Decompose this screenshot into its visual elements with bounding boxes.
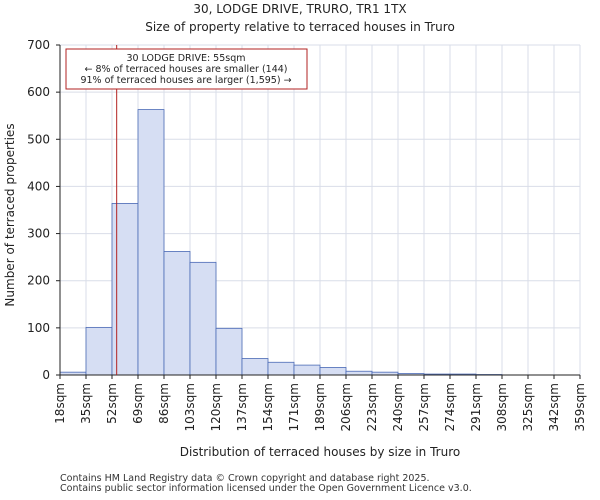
histogram-bar xyxy=(319,367,347,376)
y-tick-label: 400 xyxy=(27,179,50,193)
x-tick-label: 359sqm xyxy=(573,383,587,431)
x-tick-label: 154sqm xyxy=(261,383,275,431)
axes xyxy=(56,44,581,379)
histogram-bar xyxy=(189,261,217,376)
histogram-bar xyxy=(137,109,165,376)
x-tick-label: 103sqm xyxy=(183,383,197,431)
y-tick-label: 600 xyxy=(27,85,50,99)
y-tick-label: 100 xyxy=(27,321,50,335)
chart-subtitle: Size of property relative to terraced ho… xyxy=(145,20,455,34)
annotation-line-1: 30 LODGE DRIVE: 55sqm xyxy=(126,53,245,64)
x-tick-label: 189sqm xyxy=(313,383,327,431)
x-axis-label: Distribution of terraced houses by size … xyxy=(180,445,460,459)
x-tick-label: 257sqm xyxy=(417,383,431,431)
annotation-border xyxy=(65,48,308,90)
x-tick-label: 274sqm xyxy=(443,383,457,431)
x-tick-label: 18sqm xyxy=(53,383,67,424)
y-tick-labels: 0 100 200 300 400 500 600 700 xyxy=(27,38,50,382)
footer-line-2: Contains public sector information licen… xyxy=(60,483,472,494)
footer-line-1: Contains HM Land Registry data © Crown c… xyxy=(60,473,430,484)
x-tick-label: 69sqm xyxy=(131,383,145,424)
x-tick-label: 35sqm xyxy=(79,383,93,424)
y-tick-label: 200 xyxy=(27,274,50,288)
y-tick-label: 300 xyxy=(27,227,50,241)
x-tick-label: 240sqm xyxy=(391,383,405,431)
x-tick-label: 223sqm xyxy=(365,383,379,431)
annotation-line-2: ← 8% of terraced houses are smaller (144… xyxy=(84,64,287,75)
histogram-bar xyxy=(345,370,373,376)
y-axis-label: Number of terraced properties xyxy=(3,123,17,306)
annotation-box: 30 LODGE DRIVE: 55sqm ← 8% of terraced h… xyxy=(65,48,308,90)
x-tick-label: 86sqm xyxy=(157,383,171,424)
x-tick-label: 52sqm xyxy=(105,383,119,424)
histogram-bar xyxy=(85,326,113,376)
y-tick-label: 0 xyxy=(42,368,50,382)
chart-title: 30, LODGE DRIVE, TRURO, TR1 1TX xyxy=(193,2,406,16)
y-tick-label: 500 xyxy=(27,132,50,146)
x-tick-labels: 18sqm 35sqm 52sqm 69sqm 86sqm 103sqm 120sqm 137… xyxy=(53,383,587,431)
histogram-bars xyxy=(59,109,503,376)
y-tick-label: 700 xyxy=(27,38,50,52)
x-tick-label: 325sqm xyxy=(521,383,535,431)
x-tick-label: 342sqm xyxy=(547,383,561,431)
histogram-bar xyxy=(111,202,139,376)
x-tick-label: 171sqm xyxy=(287,383,301,431)
x-tick-label: 137sqm xyxy=(235,383,249,431)
x-tick-label: 206sqm xyxy=(339,383,353,431)
histogram-bar xyxy=(215,327,243,376)
histogram-bar xyxy=(241,358,269,376)
histogram-bar xyxy=(163,251,191,376)
annotation-line-3: 91% of terraced houses are larger (1,595… xyxy=(80,75,291,86)
x-tick-label: 120sqm xyxy=(209,383,223,431)
x-tick-label: 291sqm xyxy=(469,383,483,431)
histogram-bar xyxy=(293,364,321,376)
x-tick-label: 308sqm xyxy=(495,383,509,431)
histogram-bar xyxy=(267,361,295,376)
